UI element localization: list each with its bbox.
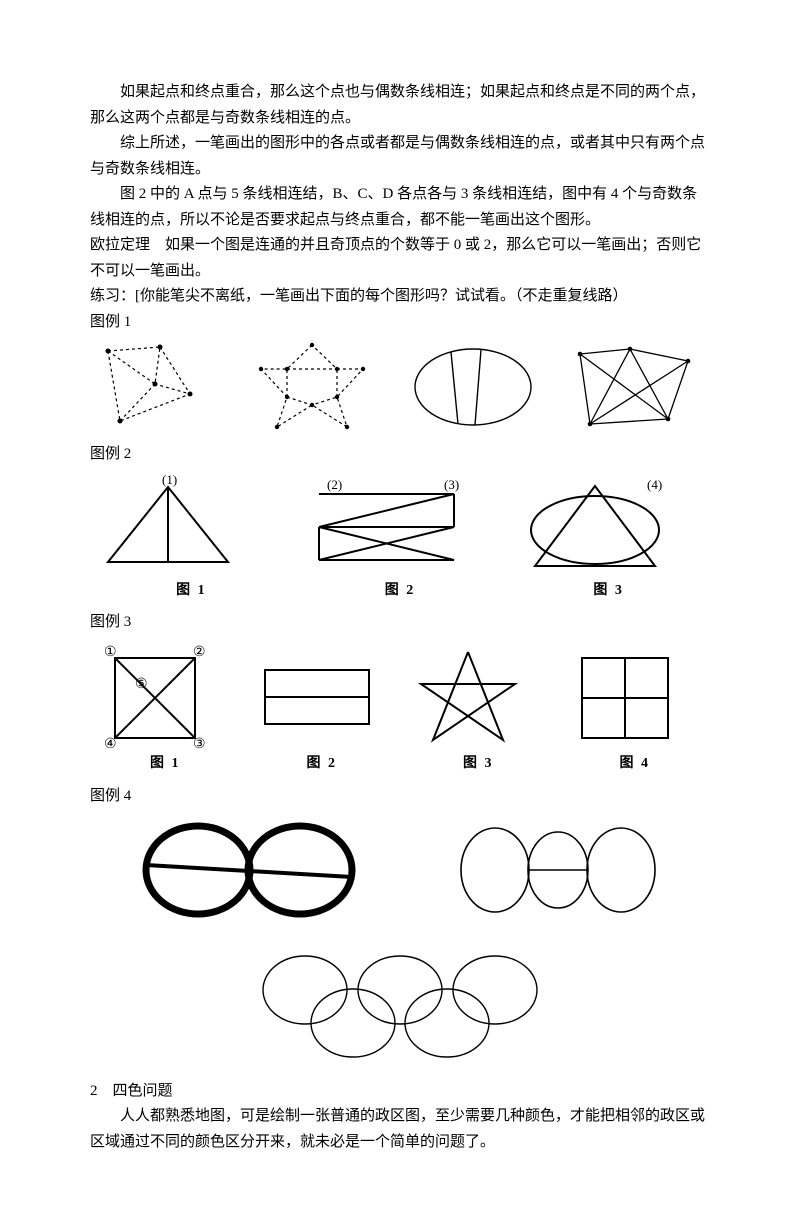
paragraph-1: 如果起点和终点重合，那么这个点也与偶数条线相连；如果起点和终点是不同的两个点，那… — [90, 80, 710, 131]
document-page: 如果起点和终点重合，那么这个点也与偶数条线相连；如果起点和终点是不同的两个点，那… — [0, 0, 800, 1215]
r3c2: ② — [193, 645, 206, 660]
fig3-4: 图 4 — [560, 640, 711, 776]
r3c4: ④ — [104, 737, 117, 750]
figure-set-3-label: 图例 3 — [90, 610, 710, 636]
paragraph-6: 人人都熟悉地图，可是绘制一张普通的政区图，至少需要几种颜色，才能把相邻的政区或区… — [90, 1104, 710, 1155]
fig3-2: 图 2 — [247, 640, 398, 776]
olympic-rings — [235, 945, 565, 1065]
row2-num1: (1) — [162, 472, 177, 487]
caption-3-3: 图 3 — [403, 752, 554, 776]
paragraph-3: 图 2 中的 A 点与 5 条线相连结，B、C、D 各点各与 3 条线相连结，图… — [90, 182, 710, 233]
fig2-2: (2) (3) 图 2 — [299, 472, 502, 603]
fig4-left — [128, 815, 368, 935]
fig3-3: 图 3 — [403, 640, 554, 776]
fig2-3: (4) 图 3 — [507, 472, 710, 603]
caption-2-2: 图 2 — [299, 579, 502, 603]
r3c3: ③ — [193, 737, 206, 750]
caption-3-1: 图 1 — [90, 752, 241, 776]
figure-row-3: ① ② ③ ④ ⑤ 图 1 图 2 图 3 — [90, 640, 710, 776]
section-2-heading: 2 四色问题 — [90, 1079, 710, 1105]
fig1-4 — [560, 339, 711, 434]
r3c5: ⑤ — [135, 677, 148, 692]
r3c1: ① — [104, 645, 117, 660]
fig1-3 — [403, 339, 554, 434]
paragraph-2: 综上所述，一笔画出的图形中的各点或者都是与偶数条线相连的点，或者其中只有两个点与… — [90, 131, 710, 182]
caption-2-3: 图 3 — [507, 579, 710, 603]
figure-row-4b — [90, 945, 710, 1065]
caption-3-4: 图 4 — [560, 752, 711, 776]
fig2-1: (1) 图 1 — [90, 472, 293, 603]
figure-row-1 — [90, 339, 710, 434]
figure-row-2: (1) 图 1 (2) (3) 图 2 (4) — [90, 472, 710, 603]
figure-row-4a — [90, 815, 710, 935]
fig4-right — [443, 815, 673, 935]
fig3-1: ① ② ③ ④ ⑤ 图 1 — [90, 640, 241, 776]
figure-set-1-label: 图例 1 — [90, 310, 710, 336]
euler-theorem: 欧拉定理 如果一个图是连通的并且奇顶点的个数等于 0 或 2，那么它可以一笔画出… — [90, 233, 710, 284]
row2-num3: (3) — [444, 477, 459, 492]
figure-set-4-label: 图例 4 — [90, 784, 710, 810]
fig1-1 — [90, 339, 241, 434]
figure-set-2-label: 图例 2 — [90, 442, 710, 468]
row2-num4: (4) — [647, 477, 662, 492]
practice-prompt: 练习：[你能笔尖不离纸，一笔画出下面的每个图形吗？试试看。（不走重复线路） — [90, 284, 710, 310]
fig1-2 — [247, 339, 398, 434]
row2-num2: (2) — [327, 477, 342, 492]
caption-3-2: 图 2 — [247, 752, 398, 776]
caption-2-1: 图 1 — [90, 579, 293, 603]
